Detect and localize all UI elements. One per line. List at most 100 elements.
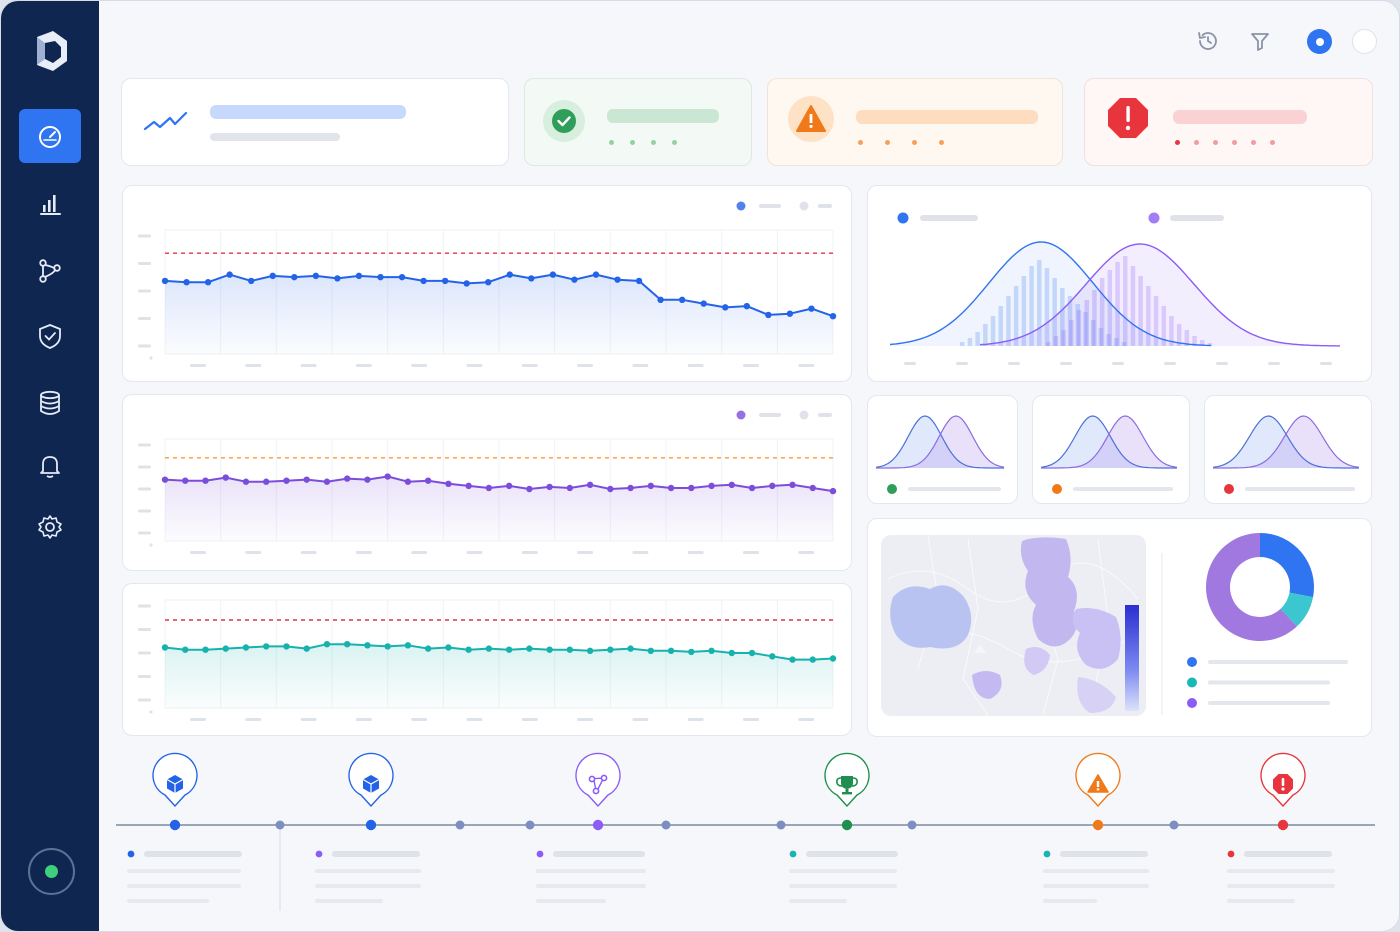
histogram-bar (1067, 296, 1073, 346)
event-dot (315, 850, 323, 858)
mini-distribution-curve (1213, 415, 1360, 469)
event-line-placeholder (1043, 884, 1149, 888)
x-tick-label (190, 551, 206, 554)
x-tick-label (798, 718, 815, 721)
donut-segment (1260, 533, 1314, 598)
cube-icon (362, 775, 380, 793)
data-point (607, 485, 614, 493)
histogram-bar (1061, 330, 1066, 346)
data-point (222, 645, 229, 652)
timeline-tick (525, 820, 535, 830)
bell-icon (40, 456, 60, 478)
x-tick-label (798, 364, 815, 367)
y-tick-label (138, 317, 151, 320)
sidebar-item-dashboard[interactable] (19, 109, 81, 163)
mini-distribution-card-1[interactable] (867, 395, 1018, 504)
series-area (165, 476, 833, 541)
data-point (708, 647, 715, 654)
line-chart-2 (138, 410, 837, 554)
milestone-dot (592, 819, 604, 831)
milestone-dot (1092, 819, 1104, 831)
x-tick-label (687, 364, 704, 367)
milestone-cube-marker (152, 752, 198, 808)
event-line-placeholder (789, 899, 847, 903)
sidebar-item-analytics[interactable] (19, 177, 81, 231)
donut-legend (1187, 657, 1348, 708)
data-point (586, 647, 594, 654)
mini-distribution-card-3[interactable] (1204, 395, 1372, 504)
line-chart-card-1[interactable] (122, 185, 852, 382)
distribution-area (890, 242, 1213, 346)
histogram-bar (1013, 286, 1019, 346)
legend-label (818, 204, 832, 208)
region-map[interactable] (868, 519, 1373, 738)
trend-summary-card[interactable] (121, 78, 509, 166)
mini-distribution-area (1041, 416, 1177, 468)
connection-status-indicator[interactable] (28, 848, 75, 895)
warning-summary-card[interactable] (767, 78, 1063, 166)
data-point (202, 477, 209, 484)
view-toggle-primary[interactable] (1307, 29, 1332, 54)
sidebar-item-security[interactable] (19, 309, 81, 363)
data-point (667, 484, 675, 492)
donut-segment (1280, 592, 1314, 627)
x-tick-label (411, 551, 428, 554)
database-icon (40, 390, 60, 415)
y-tick-label (138, 531, 151, 535)
sidebar-item-settings[interactable] (19, 500, 81, 554)
x-tick-label (245, 364, 262, 367)
data-point (688, 648, 695, 656)
data-point (566, 646, 574, 653)
sidebar-item-database[interactable] (19, 376, 81, 430)
milestone-network-marker (575, 752, 621, 808)
data-point (769, 482, 776, 490)
x-tick-label (743, 718, 759, 721)
event-timeline (116, 752, 1375, 911)
mini-distribution-area (876, 416, 1005, 468)
map-color-scale (1125, 605, 1139, 711)
error-octagon-icon (1105, 95, 1151, 141)
event-title-placeholder (1060, 851, 1148, 857)
line-chart-card-3[interactable] (122, 583, 852, 736)
x-tick-label (1164, 362, 1176, 365)
mini-distribution-chart-1 (875, 415, 1005, 494)
map-donut-card[interactable] (867, 518, 1372, 737)
histogram-bar (1092, 290, 1097, 346)
view-toggle-secondary[interactable] (1352, 29, 1377, 54)
legend-label (1208, 680, 1330, 685)
sidebar-item-alerts[interactable] (19, 439, 81, 493)
line-chart-card-2[interactable] (122, 394, 852, 571)
mini-distribution-curve (875, 415, 1004, 469)
brand-logo-icon[interactable] (31, 29, 71, 75)
mini-distribution-card-2[interactable] (1032, 395, 1190, 504)
histogram-bar (1052, 278, 1057, 346)
milestone-dot (365, 819, 377, 831)
data-point (398, 273, 406, 281)
history-icon[interactable] (1196, 29, 1220, 53)
y-tick-label (138, 604, 151, 608)
data-point (647, 482, 655, 490)
error-summary-card[interactable] (1084, 78, 1373, 166)
data-point (505, 482, 513, 490)
y-tick-label (138, 234, 151, 238)
donut-chart (1206, 533, 1314, 641)
sidebar-item-workflows[interactable] (19, 244, 81, 298)
event-line-placeholder (315, 899, 383, 903)
data-point (546, 646, 553, 653)
mini-label-placeholder (908, 487, 1001, 491)
success-summary-card[interactable] (524, 78, 752, 166)
error-title-placeholder (1173, 110, 1307, 124)
x-tick-label (743, 364, 759, 367)
data-point (343, 475, 351, 482)
data-point (789, 656, 796, 663)
histogram-bar (1090, 320, 1096, 346)
data-point (566, 484, 574, 492)
data-point (829, 487, 837, 495)
x-tick-label (1060, 362, 1072, 365)
filter-icon[interactable] (1248, 29, 1272, 53)
data-point (424, 645, 432, 652)
distribution-chart-card[interactable] (867, 185, 1372, 382)
mini-label-placeholder (1073, 487, 1173, 491)
histogram-bar (1176, 324, 1182, 346)
data-point (242, 478, 250, 485)
